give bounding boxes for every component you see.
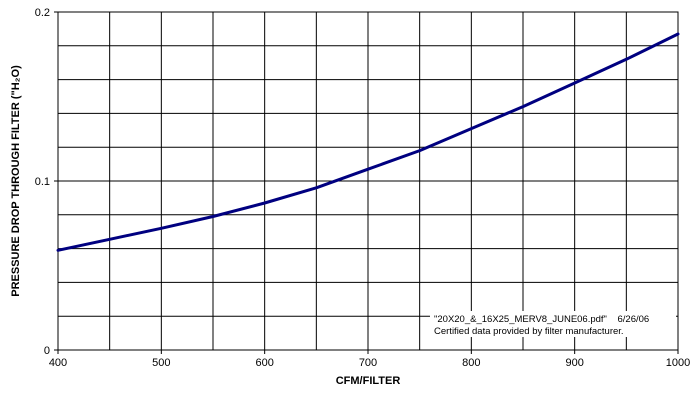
x-tick-label: 600 xyxy=(255,357,273,369)
x-tick-label: 700 xyxy=(359,357,377,369)
x-tick-label: 500 xyxy=(152,357,170,369)
series-line xyxy=(56,32,680,252)
y-tick-label: 0.2 xyxy=(35,7,50,19)
y-tick-labels: 0 0.1 0.2 xyxy=(35,7,58,357)
y-tick-label: 0.1 xyxy=(35,176,50,188)
x-tick-label: 900 xyxy=(565,357,583,369)
y-axis-title: PRESSURE DROP THROUGH FILTER ("H₂O) xyxy=(10,65,22,297)
x-axis-title: CFM/FILTER xyxy=(336,375,401,387)
annotation-source-line: "20X20_&_16X25_MERV8_JUNE06.pdf" 6/26/06 xyxy=(434,314,649,325)
grid-lines xyxy=(58,12,678,350)
x-tick-label: 800 xyxy=(462,357,480,369)
y-tick-label: 0 xyxy=(44,345,50,357)
x-tick-labels: 400 500 600 700 800 900 1000 xyxy=(49,350,690,369)
annotation-box xyxy=(430,311,676,337)
x-tick-label: 1000 xyxy=(666,357,690,369)
annotation-certified-line: Certified data provided by filter manufa… xyxy=(434,326,624,337)
x-tick-label: 400 xyxy=(49,357,67,369)
